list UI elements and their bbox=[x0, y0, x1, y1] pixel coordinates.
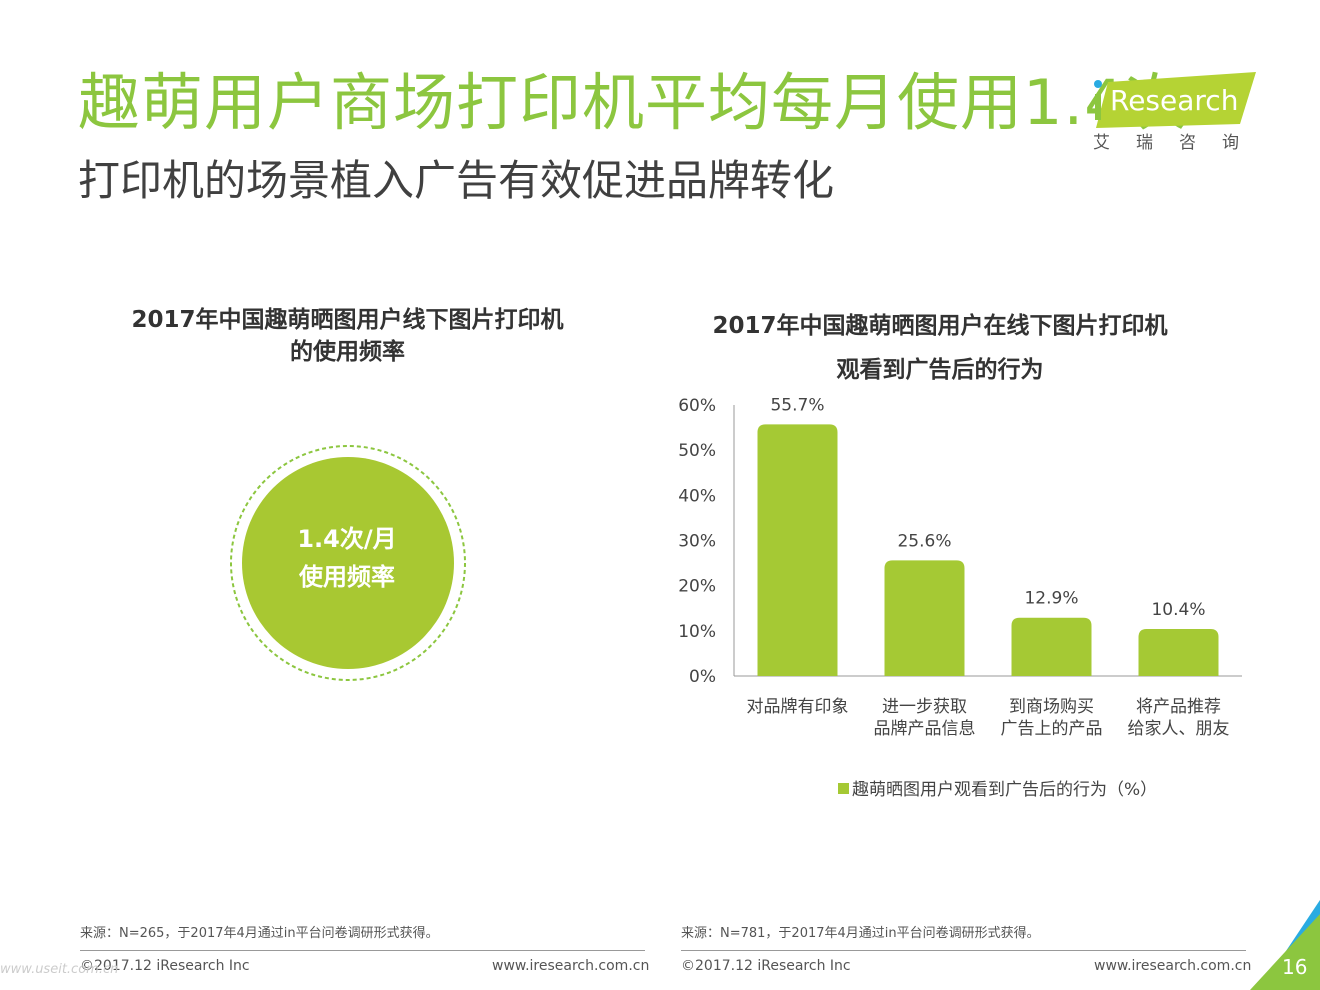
y-tick-label: 20% bbox=[678, 577, 716, 597]
y-tick-label: 40% bbox=[678, 486, 716, 506]
y-tick-label: 10% bbox=[678, 622, 716, 642]
bar bbox=[1011, 617, 1092, 676]
left-source: 来源：N=265，于2017年4月通过in平台问卷调研形式获得。 bbox=[80, 926, 439, 941]
y-tick-label: 30% bbox=[678, 532, 716, 552]
circle-label: 使用频率 bbox=[299, 563, 395, 591]
footer-copyright-left: ©2017.12 iResearch Inc bbox=[80, 958, 250, 974]
left-title-line2: 的使用频率 bbox=[290, 339, 405, 365]
logo-text: Research bbox=[1110, 84, 1238, 117]
left-panel-title: 2017年中国趣萌晒图用户线下图片打印机 的使用频率 bbox=[95, 304, 600, 368]
frequency-circle bbox=[230, 445, 466, 681]
x-category-label: 给家人、朋友 bbox=[1128, 719, 1230, 739]
x-category-label: 广告上的产品 bbox=[1001, 719, 1103, 739]
legend-label: 趣萌晒图用户观看到广告后的行为（%） bbox=[852, 780, 1157, 800]
bar-value-label: 10.4% bbox=[1151, 600, 1205, 620]
footer-url-right[interactable]: www.iresearch.com.cn bbox=[1094, 958, 1252, 974]
frequency-circle-text: 1.4次/月 使用频率 bbox=[240, 520, 454, 596]
logo-subtext: 艾瑞咨询 bbox=[1093, 133, 1265, 153]
footer-divider-right bbox=[681, 950, 1246, 951]
footer-copyright-right: ©2017.12 iResearch Inc bbox=[681, 958, 851, 974]
iresearch-logo: Research bbox=[1094, 72, 1256, 128]
behavior-bar-chart: 0% 10% 20% 30% 40% 50% 60% 55.7% 对品牌有印象 25.6% 进一步获… bbox=[678, 395, 1242, 800]
page-subtitle: 打印机的场景植入广告有效促进品牌转化 bbox=[78, 156, 835, 205]
bar bbox=[1138, 629, 1219, 676]
right-panel-title: 2017年中国趣萌晒图用户在线下图片打印机 观看到广告后的行为 bbox=[660, 304, 1220, 392]
bar bbox=[884, 560, 965, 676]
right-title-line2: 观看到广告后的行为 bbox=[836, 357, 1044, 383]
y-tick-label: 0% bbox=[689, 667, 716, 687]
x-category-label: 品牌产品信息 bbox=[874, 719, 976, 739]
right-source: 来源：N=781，于2017年4月通过in平台问卷调研形式获得。 bbox=[681, 926, 1040, 941]
y-tick-label: 50% bbox=[678, 441, 716, 461]
footer-divider-left bbox=[80, 950, 645, 951]
circle-value: 1.4次/月 bbox=[297, 525, 397, 553]
x-category-label: 将产品推荐 bbox=[1136, 697, 1221, 717]
y-tick-label: 60% bbox=[678, 396, 716, 416]
corner-decoration bbox=[1250, 900, 1320, 990]
legend-swatch bbox=[838, 783, 849, 794]
bar-value-label: 12.9% bbox=[1024, 589, 1078, 609]
bar-value-label: 25.6% bbox=[897, 531, 951, 551]
right-title-line1: 2017年中国趣萌晒图用户在线下图片打印机 bbox=[712, 313, 1168, 339]
left-title-line1: 2017年中国趣萌晒图用户线下图片打印机 bbox=[131, 307, 564, 333]
bar-value-label: 55.7% bbox=[770, 395, 824, 415]
watermark: www.useit.com.cn bbox=[0, 962, 119, 977]
x-category-label: 到商场购买 bbox=[1009, 697, 1094, 717]
bar bbox=[757, 424, 838, 676]
footer-url-left[interactable]: www.iresearch.com.cn bbox=[492, 958, 650, 974]
x-category-label: 进一步获取 bbox=[882, 697, 967, 717]
x-category-label: 对品牌有印象 bbox=[747, 697, 849, 717]
page-title: 趣萌用户商场打印机平均每月使用1.4次 bbox=[78, 66, 1188, 139]
page-number: 16 bbox=[1282, 955, 1308, 979]
